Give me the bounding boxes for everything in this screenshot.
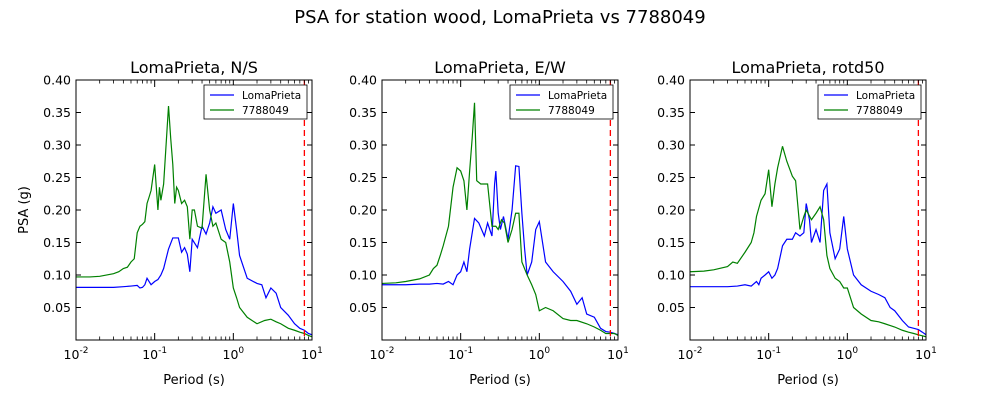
y-tick-label: 0.40 <box>349 73 377 88</box>
subplot-rotd50: 0.05 0.10 0.15 0.20 0.25 0.30 0.35 0.40 10-2 10-1… <box>657 58 937 388</box>
series-line-lomaprieta <box>382 165 618 336</box>
subplot-ew: 0.05 0.10 0.15 0.20 0.25 0.30 0.35 0.40 10-2 10-1… <box>349 58 629 388</box>
y-tick-label: 0.40 <box>43 73 71 88</box>
y-tick-label: 0.40 <box>657 73 685 88</box>
y-tick-label: 0.25 <box>43 170 71 185</box>
legend-box <box>203 84 308 120</box>
x-tick-label: 101 <box>301 346 323 362</box>
figure-title: PSA for station wood, LomaPrieta vs 7788… <box>294 7 705 28</box>
y-tick-label: 0.35 <box>43 105 71 120</box>
legend: LomaPrieta 7788049 <box>509 84 614 120</box>
y-tick-label: 0.20 <box>43 203 71 218</box>
x-tick-label: 10-1 <box>756 346 781 362</box>
x-axis-label: Period (s) <box>163 373 225 388</box>
y-tick-label: 0.05 <box>43 300 71 315</box>
y-tick-label: 0.10 <box>43 268 71 283</box>
y-tick-label: 0.30 <box>43 138 71 153</box>
series-line-7788049 <box>690 146 926 338</box>
y-tick-label: 0.35 <box>657 105 685 120</box>
x-axis-label: Period (s) <box>777 373 839 388</box>
legend-label: 7788049 <box>242 105 289 117</box>
x-axis-label: Period (s) <box>469 373 531 388</box>
subplot-title: LomaPrieta, E/W <box>434 58 566 77</box>
x-tick-label: 10-1 <box>142 346 167 362</box>
legend-label: 7788049 <box>548 105 595 117</box>
y-tick-label: 0.35 <box>349 105 377 120</box>
x-tick-label: 10-2 <box>370 346 395 362</box>
x-tick-label: 101 <box>607 346 629 362</box>
legend-box <box>817 84 922 120</box>
x-tick-label: 10-2 <box>64 346 89 362</box>
legend-label: LomaPrieta <box>242 90 301 102</box>
legend-label: LomaPrieta <box>548 90 607 102</box>
series-line-lomaprieta <box>76 203 312 336</box>
x-tick-label: 101 <box>915 346 937 362</box>
x-tick-label: 100 <box>837 346 859 362</box>
subplot-title: LomaPrieta, N/S <box>130 58 258 77</box>
y-tick-label: 0.30 <box>349 138 377 153</box>
series-line-7788049 <box>76 105 312 338</box>
y-tick-label: 0.30 <box>657 138 685 153</box>
x-tick-label: 100 <box>223 346 245 362</box>
legend: LomaPrieta 7788049 <box>203 84 308 120</box>
series-line-7788049 <box>382 102 618 336</box>
legend-label: 7788049 <box>856 105 903 117</box>
y-tick-label: 0.05 <box>657 300 685 315</box>
y-tick-label: 0.25 <box>349 170 377 185</box>
series-line-lomaprieta <box>690 181 926 336</box>
legend-label: LomaPrieta <box>856 90 915 102</box>
legend: LomaPrieta 7788049 <box>817 84 922 120</box>
y-tick-label: 0.25 <box>657 170 685 185</box>
y-tick-label: 0.20 <box>657 203 685 218</box>
x-tick-label: 100 <box>529 346 551 362</box>
y-axis-label: PSA (g) <box>17 186 32 234</box>
y-tick-label: 0.15 <box>43 235 71 250</box>
y-tick-label: 0.05 <box>349 300 377 315</box>
x-tick-label: 10-1 <box>448 346 473 362</box>
subplot-ns: 0.05 0.10 0.15 0.20 0.25 0.30 0.35 0.40 10-2 10-1… <box>17 58 323 388</box>
y-tick-label: 0.10 <box>349 268 377 283</box>
subplot-title: LomaPrieta, rotd50 <box>731 58 884 77</box>
y-tick-label: 0.20 <box>349 203 377 218</box>
x-tick-label: 10-2 <box>678 346 703 362</box>
legend-box <box>509 84 614 120</box>
y-tick-label: 0.10 <box>657 268 685 283</box>
y-tick-label: 0.15 <box>657 235 685 250</box>
y-tick-label: 0.15 <box>349 235 377 250</box>
